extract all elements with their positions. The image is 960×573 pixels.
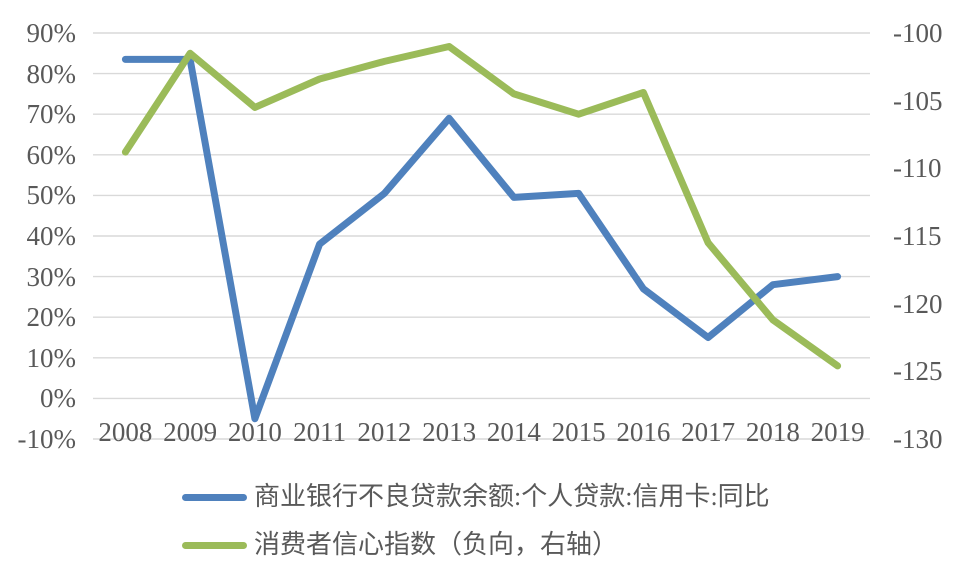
x-axis-tick-label: 2017 <box>681 417 736 447</box>
right-axis-tick-label: -115 <box>893 221 942 251</box>
x-axis-tick-label: 2019 <box>810 417 865 447</box>
right-axis-tick-label: -105 <box>893 85 943 116</box>
right-axis-tick-label: -130 <box>893 424 943 454</box>
left-axis-tick-label: -10% <box>17 424 76 454</box>
x-axis-tick-label: 2013 <box>422 417 477 447</box>
x-axis-tick-label: 2015 <box>551 417 606 447</box>
left-axis-tick-label: 90% <box>26 18 77 48</box>
legend-item-npl-series: 商业银行不良贷款余额:个人贷款:信用卡:同比 <box>182 480 770 514</box>
legend-label: 消费者信心指数（负向，右轴） <box>254 530 619 559</box>
right-axis-tick-label: -110 <box>893 153 942 184</box>
right-axis-tick-label: -125 <box>893 356 943 387</box>
x-axis-tick-label: 2018 <box>745 417 800 447</box>
left-axis-tick-label: 40% <box>26 221 77 251</box>
legend-line-swatch-green <box>182 541 247 549</box>
x-axis-tick-label: 2009 <box>163 417 218 447</box>
x-axis-tick-label: 2016 <box>616 417 671 447</box>
left-axis-tick-label: 80% <box>26 58 77 89</box>
chart-legend: 商业银行不良贷款余额:个人贷款:信用卡:同比 消费者信心指数（负向，右轴） <box>182 480 770 562</box>
left-axis-tick-label: 0% <box>40 383 76 414</box>
legend-line-swatch-blue <box>182 493 247 501</box>
x-axis-tick-label: 2008 <box>98 417 153 447</box>
left-axis-tick-label: 70% <box>26 99 77 130</box>
x-axis-tick-label: 2011 <box>293 417 347 447</box>
x-axis-tick-label: 2012 <box>357 417 412 447</box>
legend-label: 商业银行不良贷款余额:个人贷款:信用卡:同比 <box>254 482 770 511</box>
x-axis-tick-label: 2014 <box>486 417 541 447</box>
right-axis-tick-label: -120 <box>893 288 943 319</box>
legend-item-confidence-series: 消费者信心指数（负向，右轴） <box>182 528 770 562</box>
left-axis-tick-label: 20% <box>26 302 77 333</box>
left-axis-tick-label: 30% <box>26 261 77 292</box>
left-axis-tick-label: 10% <box>26 342 77 373</box>
x-axis-tick-label: 2010 <box>227 417 282 447</box>
right-axis-tick-label: -100 <box>893 18 943 48</box>
left-axis-tick-label: 50% <box>26 180 77 211</box>
series-line-0 <box>121 55 842 423</box>
series-line-1 <box>121 43 842 370</box>
left-axis-tick-label: 60% <box>26 139 77 170</box>
